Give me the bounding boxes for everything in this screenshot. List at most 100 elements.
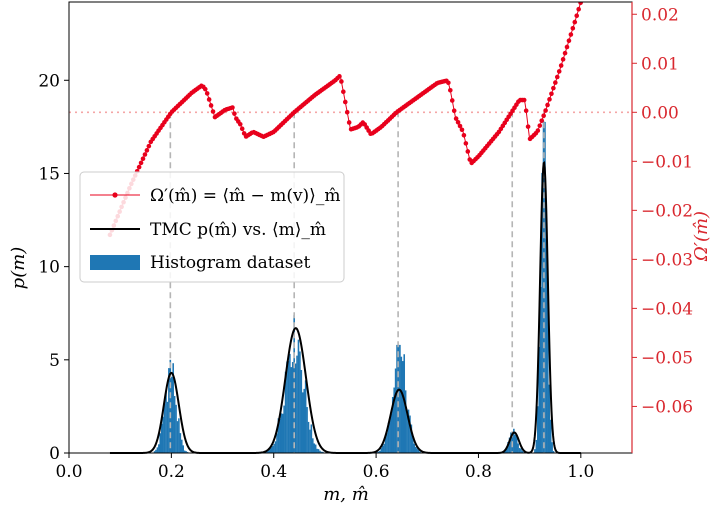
histogram-bar xyxy=(404,390,407,453)
histogram-bar xyxy=(545,238,548,453)
histogram-bar xyxy=(417,449,420,453)
histogram-bar xyxy=(162,416,164,453)
histogram-bar xyxy=(548,384,551,453)
histogram-bar xyxy=(396,344,398,453)
omega-point xyxy=(535,128,541,133)
y-tick-label-right: 0.00 xyxy=(641,103,679,123)
histogram-bar xyxy=(274,441,277,453)
histogram-bar xyxy=(270,447,273,453)
omega-point xyxy=(578,2,583,5)
histogram-bar xyxy=(394,368,397,453)
histogram-bar xyxy=(541,172,543,453)
omega-point xyxy=(455,120,461,125)
histogram-bar xyxy=(175,404,177,453)
histogram-bar xyxy=(419,451,421,453)
y-axis-label-right: Ω′(m̂) xyxy=(691,211,712,262)
omega-point xyxy=(570,26,576,31)
y-tick-label-left: 10 xyxy=(38,258,60,278)
histogram-bar xyxy=(537,406,539,453)
omega-point xyxy=(451,108,457,114)
histogram-bar xyxy=(517,443,519,453)
histogram-bar xyxy=(183,450,186,453)
omega-point xyxy=(446,80,451,86)
histogram-bar xyxy=(535,439,538,453)
omega-point xyxy=(564,44,570,50)
histogram-bar xyxy=(393,387,395,453)
histogram-bar xyxy=(290,367,293,453)
omega-point xyxy=(232,111,237,116)
histogram-bar xyxy=(182,445,185,453)
histogram-bar xyxy=(280,413,283,453)
histogram-bar xyxy=(279,418,281,453)
y-tick-label-right: −0.02 xyxy=(641,201,693,221)
histogram-bar xyxy=(316,448,318,453)
omega-point xyxy=(337,74,342,79)
histogram-bar xyxy=(518,448,521,453)
histogram-bar xyxy=(508,437,511,453)
histogram-bar xyxy=(389,420,391,453)
histogram-bar xyxy=(269,448,271,453)
histogram-bar xyxy=(294,363,297,453)
histogram-bar xyxy=(310,424,313,453)
omega-point xyxy=(465,149,471,154)
histogram-bar xyxy=(158,444,160,453)
y-tick-label-right: −0.04 xyxy=(641,299,693,319)
histogram-bar xyxy=(407,409,410,453)
omega-point xyxy=(562,50,568,56)
omega-point xyxy=(230,105,235,110)
omega-point xyxy=(142,152,148,157)
omega-point xyxy=(525,124,531,129)
omega-point xyxy=(539,118,545,123)
legend: Ω′(m̂) = ⟨m̂ − m(v)⟩_m̂ TMC p(m̂) vs. ⟨m… xyxy=(79,171,345,283)
histogram-bar xyxy=(551,442,553,453)
omega-point xyxy=(576,6,581,12)
histogram-bar xyxy=(539,286,542,453)
histogram-bar xyxy=(304,380,307,453)
omega-point xyxy=(566,38,572,44)
histogram-bar xyxy=(178,418,180,453)
omega-point xyxy=(549,91,554,97)
histogram-bar xyxy=(380,448,383,453)
omega-point xyxy=(210,109,216,114)
omega-point xyxy=(146,143,152,149)
omega-point xyxy=(237,121,243,127)
histogram-bar xyxy=(397,344,400,453)
histogram-bar xyxy=(379,451,381,453)
histogram-bar xyxy=(170,376,173,453)
histogram-bar xyxy=(400,356,403,453)
histogram-bar xyxy=(515,435,518,453)
omega-point xyxy=(545,102,550,108)
histogram-bar xyxy=(399,344,401,453)
y-tick-label-right: 0.01 xyxy=(641,54,679,74)
omega-point xyxy=(560,57,566,62)
histogram-bar xyxy=(412,436,414,453)
y-tick-label-right: 0.02 xyxy=(641,5,679,25)
x-tick-label: 0.6 xyxy=(363,462,390,482)
histogram-bar xyxy=(386,432,388,453)
histogram-bar xyxy=(273,443,275,453)
histogram-bar xyxy=(309,429,311,453)
histogram-bar xyxy=(179,433,182,453)
histogram-bar xyxy=(299,351,301,453)
histogram-bar xyxy=(276,433,278,453)
y-tick-label-right: −0.05 xyxy=(641,348,693,368)
histogram-bar xyxy=(534,449,536,453)
histogram-bar xyxy=(406,413,408,453)
histogram-bar xyxy=(266,451,268,453)
x-tick-label: 0.0 xyxy=(55,462,82,482)
omega-point xyxy=(558,63,564,68)
omega-point xyxy=(523,108,529,113)
histogram-bar xyxy=(383,443,385,453)
histogram-bar xyxy=(313,443,316,453)
legend-omega-label: Ω′(m̂) = ⟨m̂ − m(v)⟩_m̂ xyxy=(150,186,340,206)
histogram-bar xyxy=(160,423,163,453)
reference-lines xyxy=(69,111,632,453)
omega-point xyxy=(453,116,459,121)
histogram-bar xyxy=(414,446,417,453)
omega-point xyxy=(521,97,527,103)
omega-point xyxy=(551,85,556,91)
histogram-bar xyxy=(172,363,174,453)
omega-point xyxy=(572,19,578,25)
histogram-bar xyxy=(381,445,384,453)
omega-point xyxy=(144,148,150,153)
